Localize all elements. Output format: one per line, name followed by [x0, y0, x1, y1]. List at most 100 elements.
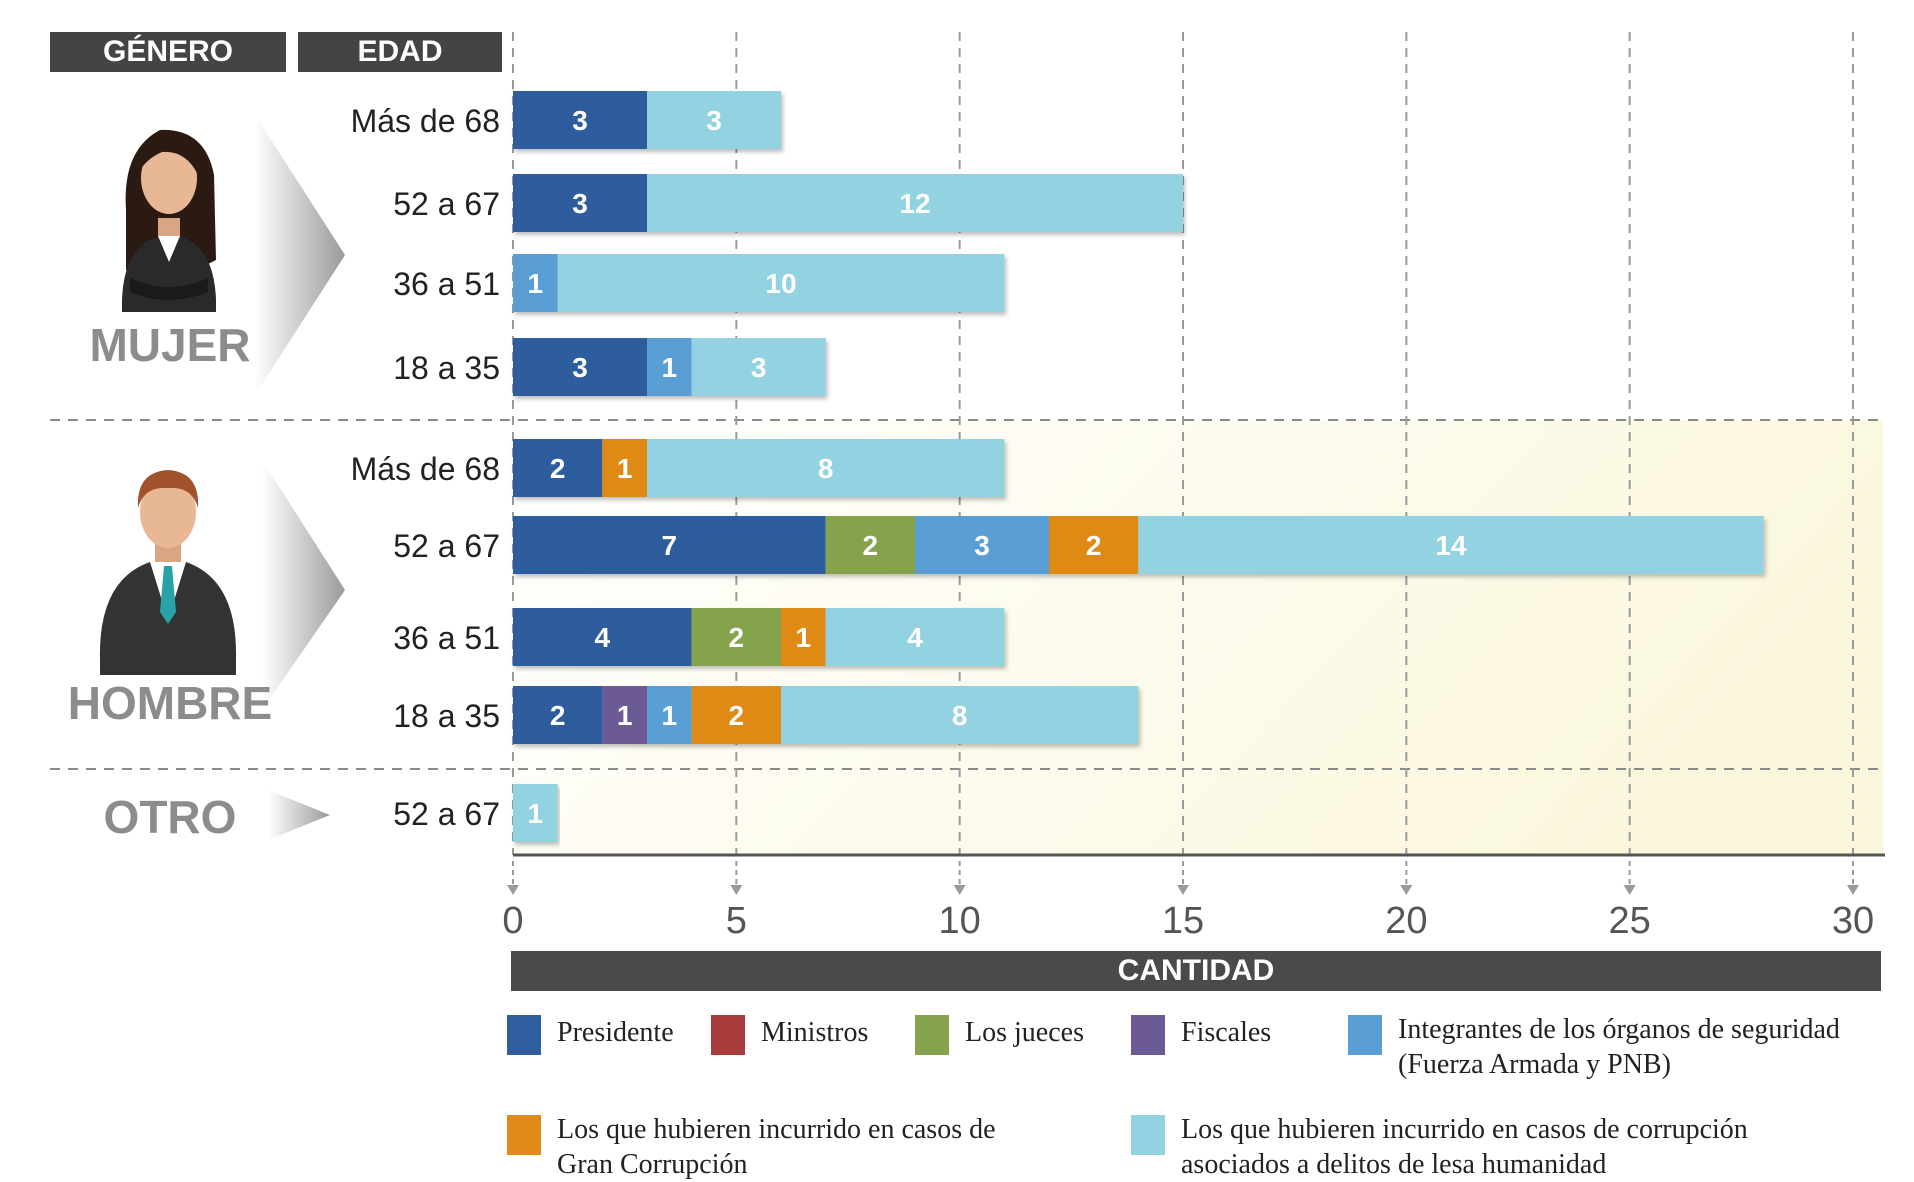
x-axis-title-bar: CANTIDAD	[511, 951, 1881, 991]
data-label-gran_corrupcion: 2	[1086, 530, 1102, 561]
bar-row-otro-8	[513, 784, 558, 842]
bar-segment-fiscales	[602, 686, 647, 744]
tick-arrow-10	[953, 885, 966, 895]
y-tick-label-age: 36 a 51	[393, 620, 500, 656]
data-label-lesa_humanidad: 8	[818, 453, 834, 484]
y-tick-label-age: 52 a 67	[393, 186, 500, 222]
legend-item-seguridad: Integrantes de los órganos de seguridad …	[1348, 1014, 1868, 1082]
data-label-lesa_humanidad: 8	[952, 700, 968, 731]
x-tick-label-15: 15	[1162, 900, 1204, 942]
bar-segment-lesa_humanidad	[647, 91, 781, 149]
x-tick-label-10: 10	[939, 900, 981, 942]
bar-segment-gran_corrupcion	[602, 439, 647, 497]
data-label-gran_corrupcion: 1	[617, 453, 633, 484]
bar-row-mujer-0	[513, 91, 781, 149]
legend-swatch-fiscales	[1131, 1015, 1165, 1055]
gender-header-label: GÉNERO	[102, 35, 234, 68]
bar-segment-presidente	[513, 516, 826, 574]
y-tick-label-age: 36 a 51	[393, 266, 500, 302]
bar-segment-presidente	[513, 338, 647, 396]
y-tick-label-age: 52 a 67	[393, 528, 500, 564]
tick-arrow-5	[730, 885, 743, 895]
legend-label-fiscales: Fiscales	[1181, 1017, 1272, 1048]
bar-segment-seguridad	[647, 338, 692, 396]
data-label-seguridad: 3	[974, 530, 990, 561]
bar-segment-lesa_humanidad	[825, 608, 1005, 666]
data-label-seguridad: 1	[662, 352, 678, 383]
bar-segment-seguridad	[915, 516, 1049, 574]
data-label-lesa_humanidad: 1	[528, 798, 544, 829]
man-avatar-icon	[99, 470, 237, 675]
legend-swatch-gran-corrupcion	[507, 1115, 541, 1155]
tick-arrow-25	[1623, 885, 1636, 895]
bar-segment-gran_corrupcion	[1049, 516, 1139, 574]
y-tick-label-age: 18 a 35	[393, 350, 500, 386]
legend-swatch-lesa-humanidad	[1131, 1115, 1165, 1155]
otro-chevron-icon	[268, 790, 330, 840]
group-label-otro: OTRO	[103, 791, 237, 843]
bar-segment-gran_corrupcion	[781, 608, 826, 666]
x-tick-label-0: 0	[502, 900, 523, 942]
x-tick-label-20: 20	[1385, 900, 1427, 942]
legend-label-ministros: Ministros	[761, 1017, 869, 1048]
data-label-gran_corrupcion: 2	[729, 700, 745, 731]
bar-segment-jueces	[825, 516, 915, 574]
bar-segment-seguridad	[647, 686, 692, 744]
mujer-chevron-icon	[255, 115, 345, 395]
x-tick-label-30: 30	[1832, 900, 1874, 942]
bar-segment-lesa_humanidad	[557, 254, 1005, 312]
y-tick-label-age: 52 a 67	[393, 796, 500, 832]
data-label-presidente: 2	[550, 453, 566, 484]
bar-segment-gran_corrupcion	[691, 686, 781, 744]
bar-row-mujer-3	[513, 338, 826, 396]
gender-header: GÉNERO	[50, 32, 286, 72]
y-axis-labels: Más de 68 52 a 67 36 a 51 18 a 35 Más de 68 5…	[351, 103, 500, 832]
bar-row-hombre-6	[513, 608, 1005, 666]
data-label-presidente: 4	[595, 622, 611, 653]
legend-item-lesa-humanidad: Los que hubieren incurrido en casos de c…	[1131, 1114, 1831, 1182]
bar-segment-presidente	[513, 608, 692, 666]
legend-label-gran-corrupcion: Los que hubieren incurrido en casos de G…	[557, 1114, 996, 1180]
data-label-seguridad: 1	[528, 268, 544, 299]
bar-segment-jueces	[691, 608, 781, 666]
bar-row-mujer-2	[513, 254, 1005, 312]
data-label-presidente: 7	[662, 530, 678, 561]
legend-item-jueces: Los jueces	[915, 1015, 1084, 1055]
legend-label-seguridad: Integrantes de los órganos de seguridad …	[1398, 1014, 1840, 1080]
legend-swatch-seguridad	[1348, 1015, 1382, 1055]
data-label-lesa_humanidad: 10	[765, 268, 796, 299]
legend-swatch-jueces	[915, 1015, 949, 1055]
data-label-fiscales: 1	[617, 700, 633, 731]
bar-segment-lesa_humanidad	[513, 784, 558, 842]
data-label-seguridad: 1	[662, 700, 678, 731]
age-header-label: EDAD	[357, 35, 443, 68]
x-tick-label-5: 5	[726, 900, 747, 942]
legend-label-jueces: Los jueces	[965, 1017, 1084, 1048]
data-label-gran_corrupcion: 1	[796, 622, 812, 653]
x-axis-title: CANTIDAD	[1117, 954, 1275, 987]
bar-segment-presidente	[513, 686, 603, 744]
bar-segment-presidente	[513, 91, 647, 149]
legend-item-fiscales: Fiscales	[1131, 1015, 1271, 1055]
tick-arrow-0	[507, 885, 519, 895]
tick-arrow-15	[1177, 885, 1189, 895]
legend-swatch-presidente	[507, 1015, 541, 1055]
data-label-lesa_humanidad: 4	[907, 622, 923, 653]
woman-avatar-icon	[122, 129, 216, 312]
data-label-presidente: 2	[550, 700, 566, 731]
bar-row-hombre-4	[513, 439, 1005, 497]
bar-segment-lesa_humanidad	[691, 338, 826, 396]
x-tick-label-25: 25	[1609, 900, 1651, 942]
bar-row-hombre-7	[513, 686, 1139, 744]
data-label-jueces: 2	[863, 530, 879, 561]
data-label-presidente: 3	[572, 188, 588, 219]
x-axis: 0 5 10 15 20 25 30	[502, 853, 1885, 942]
bar-segment-lesa_humanidad	[647, 439, 1005, 497]
bar-segment-seguridad	[513, 254, 558, 312]
y-tick-label-age: Más de 68	[351, 451, 500, 487]
data-label-lesa_humanidad: 3	[706, 105, 722, 136]
data-label-jueces: 2	[729, 622, 745, 653]
stacked-bar-chart: 3 33 121 103 1 32 1 87 2 3 2 144 2 1 42 1 1 2 81 Más de 68…	[50, 32, 1885, 942]
age-header: EDAD	[298, 32, 502, 72]
